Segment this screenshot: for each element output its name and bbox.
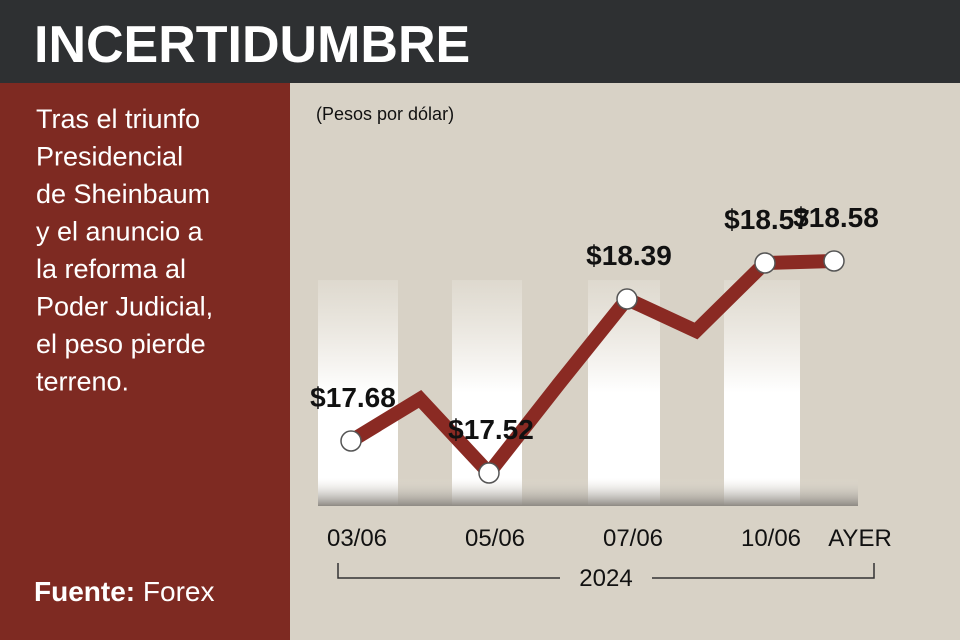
x-tick-label: AYER xyxy=(828,525,892,552)
description-line: la reforma al xyxy=(36,254,186,284)
description-line: Poder Judicial, xyxy=(36,292,213,322)
point xyxy=(754,252,776,274)
x-tick-label: 03/06 xyxy=(327,525,387,552)
floor xyxy=(318,478,858,506)
value-label: $18.58 xyxy=(793,202,879,233)
x-tick-label: 05/06 xyxy=(465,525,525,552)
source: Fuente: Forex xyxy=(34,576,214,607)
description-line: Presidencial xyxy=(36,142,183,172)
side-panel xyxy=(0,83,290,640)
point xyxy=(616,288,638,310)
description-line: el peso pierde xyxy=(36,329,206,359)
point xyxy=(823,250,845,272)
x-tick-label: 10/06 xyxy=(741,525,801,552)
value-label: $17.68 xyxy=(310,382,396,413)
year-bracket xyxy=(337,563,875,579)
value-label: $17.52 xyxy=(448,414,534,445)
point xyxy=(340,430,362,452)
value-label: $18.39 xyxy=(586,240,672,271)
x-tick-label: 07/06 xyxy=(603,525,663,552)
source-name: Forex xyxy=(143,576,215,607)
chart-title: INCERTIDUMBRE xyxy=(34,16,470,74)
header-bar xyxy=(0,0,960,83)
description-line: y el anuncio a xyxy=(36,217,204,247)
description-line: de Sheinbaum xyxy=(36,179,210,209)
value-label: $18.57 xyxy=(724,204,810,235)
description-line: Tras el triunfo xyxy=(36,104,200,134)
column xyxy=(318,280,398,505)
price-line xyxy=(347,254,835,484)
column xyxy=(588,280,660,505)
y-label: (Pesos por dólar) xyxy=(316,104,454,124)
source-label: Fuente: xyxy=(34,576,135,607)
point xyxy=(478,462,500,484)
description-line: terreno. xyxy=(36,367,129,397)
description: Tras el triunfo Presidencial de Sheinbaum y… xyxy=(36,104,213,397)
year-label: 2024 xyxy=(579,565,632,592)
column xyxy=(724,280,800,505)
